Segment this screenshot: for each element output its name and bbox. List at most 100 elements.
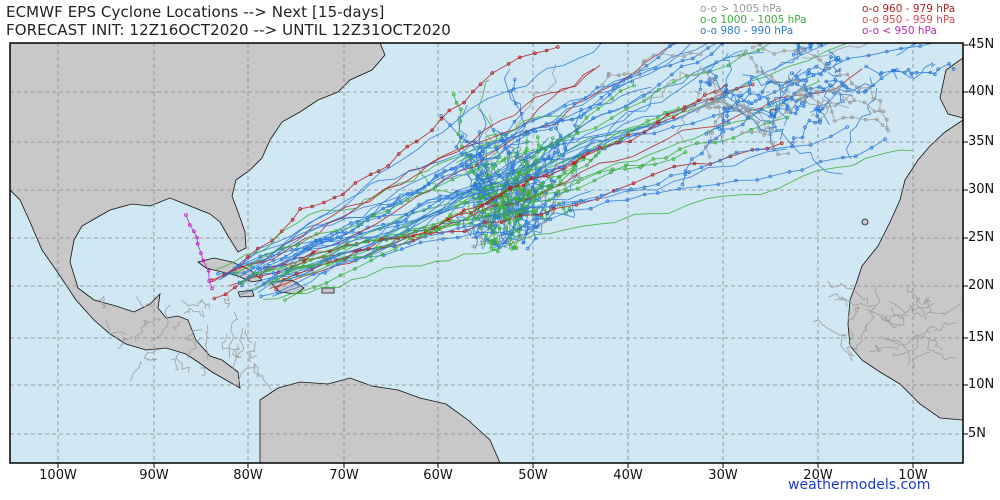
track-point: [595, 85, 599, 90]
credit-link[interactable]: weathermodels.com: [788, 477, 931, 493]
track-point: [807, 118, 812, 123]
track-point: [434, 173, 438, 178]
track-point: [371, 213, 376, 218]
track-point: [714, 74, 718, 79]
lat-label: 45N: [968, 37, 995, 52]
track-line: [260, 126, 848, 297]
map-frame: [9, 42, 964, 464]
track-point: [703, 103, 707, 107]
track-line: [129, 361, 143, 381]
track-point: [766, 100, 771, 105]
track-point: [206, 268, 211, 273]
track-point: [554, 141, 559, 146]
track-line: [827, 50, 841, 75]
track-point: [619, 137, 623, 141]
track-point: [756, 48, 761, 53]
track-point: [381, 206, 385, 211]
track-line: [907, 287, 922, 305]
track-point: [312, 285, 317, 289]
track-point: [314, 232, 319, 236]
track-point: [716, 105, 721, 109]
track-point: [233, 285, 237, 290]
track-point: [393, 247, 398, 251]
track-point: [872, 109, 877, 114]
track-point: [499, 193, 504, 197]
track-point: [386, 243, 390, 248]
track-point: [836, 55, 840, 60]
track-point: [721, 129, 726, 134]
track-point: [579, 115, 583, 119]
track-point: [442, 168, 447, 173]
track-point: [258, 254, 263, 259]
track-point: [818, 58, 822, 62]
legend-item-lt950: o-o < 950 hPa: [862, 25, 937, 37]
track-point: [808, 91, 812, 96]
track-point: [769, 140, 773, 144]
track-point: [548, 127, 553, 131]
track-line: [928, 303, 961, 317]
track-point: [540, 184, 545, 189]
track-point: [454, 145, 459, 149]
track-point: [518, 226, 523, 231]
track-point: [772, 52, 777, 56]
track-point: [612, 83, 616, 87]
track-point: [245, 255, 250, 259]
track-line: [232, 86, 652, 269]
track-point: [768, 114, 773, 119]
track-point: [730, 127, 735, 131]
track-point: [704, 131, 709, 136]
track-point: [669, 173, 673, 178]
track-point: [640, 163, 645, 168]
track-line: [275, 83, 753, 290]
track-line: [810, 94, 855, 120]
track-point: [491, 166, 495, 170]
track-point: [550, 136, 555, 141]
track-point: [475, 174, 480, 178]
track-point: [690, 157, 694, 161]
track-line: [845, 329, 855, 357]
track-point: [785, 107, 789, 112]
track-point: [842, 83, 846, 87]
land-north-america: [10, 43, 386, 389]
track-point: [514, 246, 519, 250]
track-point: [311, 272, 316, 277]
track-point: [487, 143, 492, 147]
track-point: [440, 175, 445, 179]
track-point: [239, 281, 244, 285]
track-point: [456, 132, 461, 137]
track-point: [513, 197, 517, 201]
lon-label: 80W: [233, 468, 263, 483]
track-point: [671, 157, 676, 161]
track-point: [684, 74, 689, 78]
track-line: [924, 336, 944, 351]
track-point: [521, 183, 526, 188]
track-point: [740, 122, 745, 127]
track-point: [690, 121, 695, 126]
track-point: [294, 265, 299, 269]
track-point: [659, 51, 664, 56]
forecast-init-line: FORECAST INIT: 12Z16OCT2020 --> UNTIL 12…: [6, 21, 451, 39]
track-point: [765, 146, 769, 151]
track-line: [215, 115, 567, 270]
track-line: [869, 344, 882, 354]
track-point: [707, 69, 712, 73]
track-point: [500, 214, 505, 218]
track-line: [269, 68, 863, 290]
track-point: [711, 101, 715, 106]
track-point: [753, 99, 758, 103]
track-point: [878, 98, 883, 103]
track-point: [687, 170, 691, 175]
track-line: [773, 50, 799, 71]
track-point: [705, 80, 709, 85]
track-line: [246, 341, 256, 353]
track-point: [656, 55, 661, 60]
track-point: [610, 96, 614, 101]
track-point: [697, 184, 702, 189]
track-line: [864, 286, 881, 329]
track-line: [98, 295, 108, 310]
track-point: [852, 98, 856, 102]
track-point: [671, 125, 675, 129]
track-point: [533, 236, 538, 241]
track-point: [395, 224, 400, 228]
track-point: [284, 270, 289, 274]
